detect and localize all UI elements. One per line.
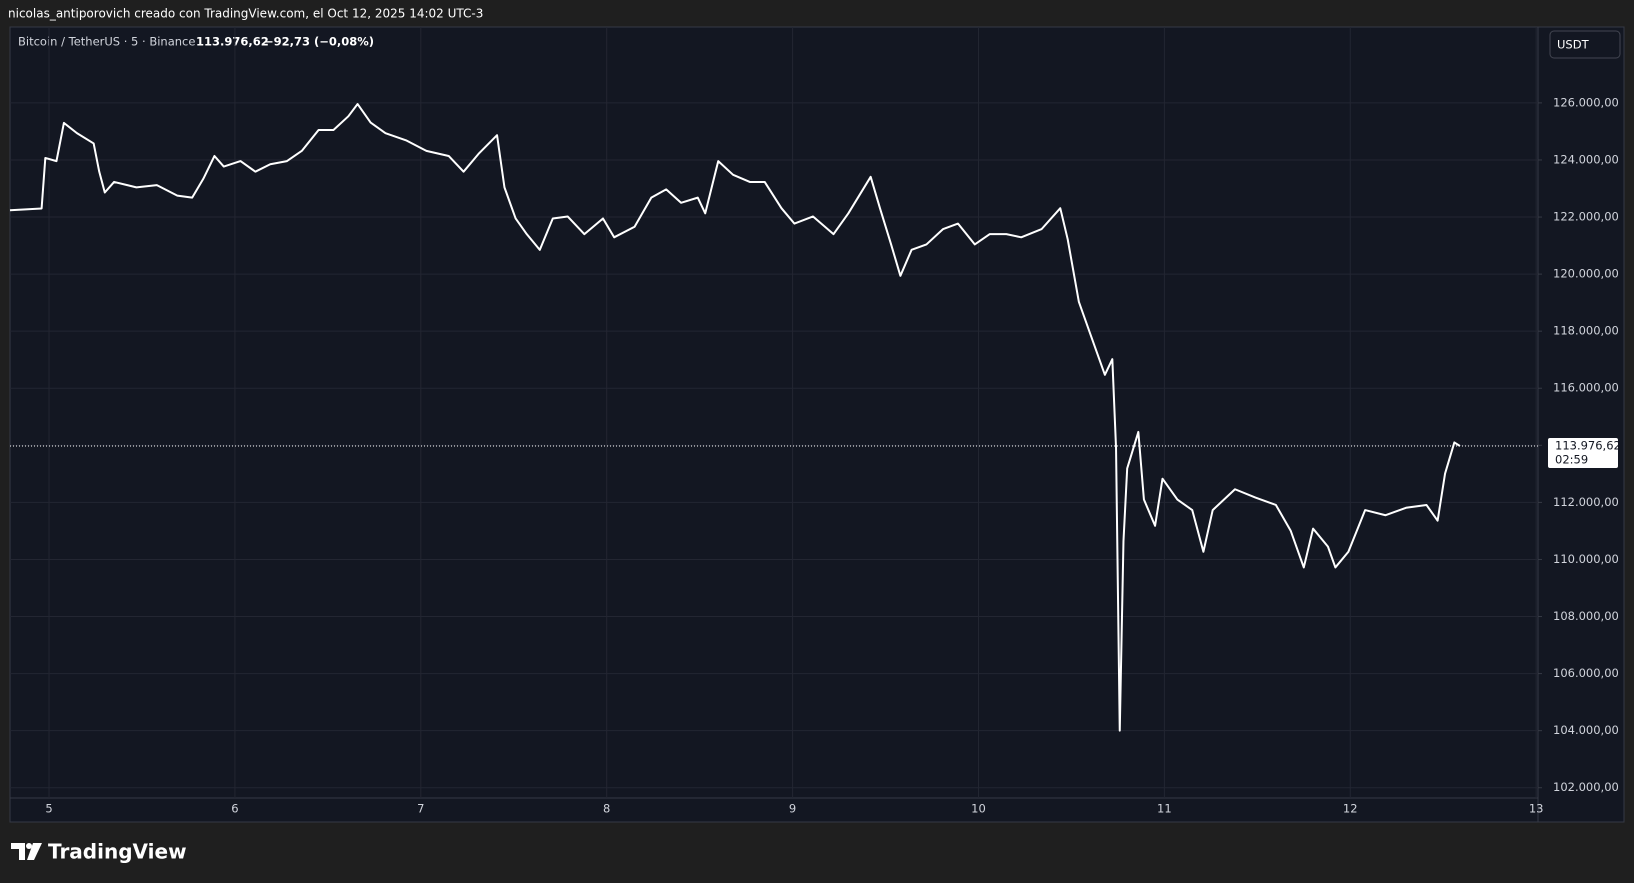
y-tick-label: 106.000,00 [1553,666,1619,680]
x-tick-label: 13 [1529,802,1544,816]
x-tick-label: 6 [231,802,238,816]
last-price-box [1548,437,1618,468]
author-line: nicolas_antiporovich creado con TradingV… [8,7,483,21]
last-price-label: 113.976,62 [1555,438,1621,452]
y-tick-label: 120.000,00 [1553,267,1619,281]
y-tick-label: 102.000,00 [1553,780,1619,794]
brand: TradingView [48,840,187,864]
y-tick-label: 108.000,00 [1553,609,1619,623]
x-tick-label: 5 [45,802,52,816]
y-tick-label: 110.000,00 [1553,552,1619,566]
x-tick-label: 10 [971,802,986,816]
price-line [9,103,1461,732]
brand-logo [11,843,42,860]
change: −92,73 (−0,08%) [264,35,374,49]
logo-mark [11,843,25,860]
y-tick-label: 124.000,00 [1553,152,1619,166]
y-tick-label: 112.000,00 [1553,495,1619,509]
price: 113.976,62 [196,35,269,49]
plot: 102.000,00 104.000,00 106.000,00 108.000,00… [9,27,1621,816]
y-tick-label: 126.000,00 [1553,95,1619,109]
y-tick-label: 122.000,00 [1553,210,1619,224]
x-tick-label: 11 [1157,802,1172,816]
x-tick-label: 12 [1343,802,1358,816]
logo-mark [27,843,42,860]
x-tick-label: 8 [603,802,610,816]
countdown: 02:59 [1555,452,1588,466]
currency[interactable]: USDT [1557,38,1590,52]
logo-dot [26,843,32,849]
y-tick-label: 116.000,00 [1553,381,1619,395]
y-tick-label: 104.000,00 [1553,723,1619,737]
x-tick-label: 7 [417,802,424,816]
chart-panel [9,26,1625,823]
x-tick-label: 9 [789,802,796,816]
symbol: Bitcoin / TetherUS · 5 · Binance [18,35,195,49]
y-tick-label: 118.000,00 [1553,324,1619,338]
currency-button[interactable] [1549,30,1621,59]
